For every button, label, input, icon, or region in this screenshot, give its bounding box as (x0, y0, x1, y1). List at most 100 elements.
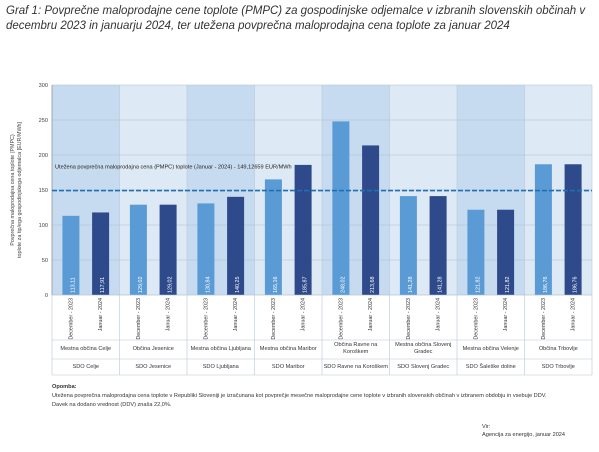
period-label: Januar - 2024 (503, 298, 509, 331)
municipality-label-box: Mestna občina Maribor (259, 345, 317, 352)
y-axis-label: Povprečna maloprodajna cena toplote (PMP… (10, 134, 16, 246)
bar (467, 209, 485, 295)
source: Vir: Agencija za energijo, januar 2024 (482, 423, 565, 439)
bar (399, 196, 417, 295)
reference-label: Utežena povprečna maloprodajna cena (PMP… (55, 165, 292, 171)
municipality-label: Mestna občina Velenje (462, 345, 519, 352)
period-label: December - 2023 (406, 298, 412, 340)
period-label: December - 2023 (271, 298, 277, 340)
period-label: December - 2023 (68, 298, 74, 340)
bar (197, 203, 215, 295)
municipality-label-box: Občina Ravne na Koroškem (334, 342, 378, 355)
y-tick-label: 250 (39, 118, 48, 124)
value-label: 129,02 (138, 277, 144, 294)
value-label: 129,02 (168, 277, 174, 294)
distributor-label: SDO Šaleške doline (465, 363, 516, 370)
municipality-label: Mestna občina Celje (60, 345, 112, 352)
municipality-label: Občina Trbovlje (538, 345, 578, 352)
municipality-label: Občina Ravne na Koroškem (334, 342, 378, 355)
distributor-label-box: SDO Maribor (271, 363, 305, 370)
distributor-label: SDO Jesenice (135, 363, 172, 370)
municipality-label-box: Občina Jesenice (132, 345, 174, 352)
y-axis-label: toplote za tip/ega gospodinjskega odjema… (17, 121, 23, 258)
municipality-label: Mestna občina Maribor (259, 345, 317, 352)
period-label: Januar - 2024 (98, 298, 104, 331)
period-label: Januar - 2024 (571, 298, 577, 331)
value-label: 186,76 (543, 277, 549, 294)
y-tick-label: 100 (39, 223, 48, 229)
distributor-label-box: SDO Ljubljana (202, 363, 239, 370)
municipality-label: Občina Jesenice (132, 345, 174, 352)
bar (332, 121, 350, 295)
distributor-label-box: SDO Trbovlje (541, 363, 575, 370)
period-label: December - 2023 (541, 298, 547, 340)
bar (497, 209, 515, 295)
municipality-label-box: Mestna občina Slovenj Gradec (395, 342, 452, 355)
municipality-label-box: Mestna občina Celje (60, 345, 112, 352)
bar (264, 179, 282, 295)
bar (429, 196, 447, 295)
note-line: Davek na dodano vrednost (DDV) znaša 22,… (52, 402, 172, 408)
notes: Opomba: Utežena povprečna maloprodajna c… (52, 383, 582, 410)
period-label: December - 2023 (136, 298, 142, 340)
period-label: Januar - 2024 (301, 298, 307, 331)
period-label: Januar - 2024 (436, 298, 442, 331)
value-label: 213,68 (370, 277, 376, 294)
bar (294, 164, 312, 295)
y-tick-label: 0 (45, 293, 48, 299)
municipality-label-box: Mestna občina Velenje (462, 345, 519, 352)
period-label: December - 2023 (338, 298, 344, 340)
distributor-label: SDO Trbovlje (541, 363, 575, 370)
bar (564, 164, 582, 295)
bar (62, 215, 80, 295)
source-heading: Vir: (482, 424, 491, 430)
period-label: Januar - 2024 (368, 298, 374, 331)
y-tick-label: 50 (42, 258, 48, 264)
bar (129, 204, 147, 295)
period-label: Januar - 2024 (233, 298, 239, 331)
municipality-label: Mestna občina Slovenj Gradec (395, 342, 452, 355)
distributor-label-box: SDO Celje (72, 363, 99, 370)
distributor-label: SDO Slovenj Gradec (397, 363, 450, 370)
value-label: 130,84 (205, 277, 211, 294)
distributor-label-box: SDO Jesenice (135, 363, 172, 370)
bar (92, 212, 110, 295)
distributor-label-box: SDO Slovenj Gradec (397, 363, 450, 370)
value-label: 165,16 (273, 277, 279, 294)
value-label: 140,25 (235, 277, 241, 294)
distributor-label: SDO Ljubljana (202, 363, 239, 370)
chart-title: Graf 1: Povprečne maloprodajne cene topl… (6, 5, 586, 32)
value-label: 141,28 (438, 277, 444, 294)
source-text: Agencija za energijo, januar 2024 (482, 432, 566, 438)
municipality-label: Mestna občina Ljubljana (190, 345, 251, 352)
value-label: 117,91 (100, 277, 106, 293)
y-tick-label: 150 (39, 188, 48, 194)
value-label: 141,28 (408, 277, 414, 294)
municipality-label-box: Mestna občina Ljubljana (190, 345, 251, 352)
period-label: Januar - 2024 (166, 298, 172, 331)
notes-heading: Opomba: (52, 384, 77, 390)
value-label: 186,76 (573, 277, 579, 294)
bar (534, 164, 552, 295)
value-label: 121,82 (475, 277, 481, 294)
period-label: December - 2023 (473, 298, 479, 340)
bar (227, 196, 245, 295)
period-label: December - 2023 (203, 298, 209, 340)
distributor-label: SDO Ravne na Koroškem (323, 363, 388, 370)
value-label: 113,11 (70, 277, 76, 293)
y-tick-label: 200 (39, 153, 48, 159)
bar (159, 204, 177, 295)
municipality-label-box: Občina Trbovlje (538, 345, 578, 352)
distributor-label: SDO Celje (72, 363, 99, 370)
bar (362, 145, 380, 295)
value-label: 248,02 (340, 277, 346, 294)
value-label: 185,87 (303, 277, 309, 294)
note-line: Utežena povprečna maloprodajna cena topl… (52, 393, 547, 399)
value-label: 121,82 (505, 277, 511, 293)
distributor-label: SDO Maribor (271, 363, 305, 370)
distributor-label-box: SDO Šaleške doline (465, 363, 516, 370)
distributor-label-box: SDO Ravne na Koroškem (323, 363, 388, 370)
y-tick-label: 300 (39, 83, 48, 89)
